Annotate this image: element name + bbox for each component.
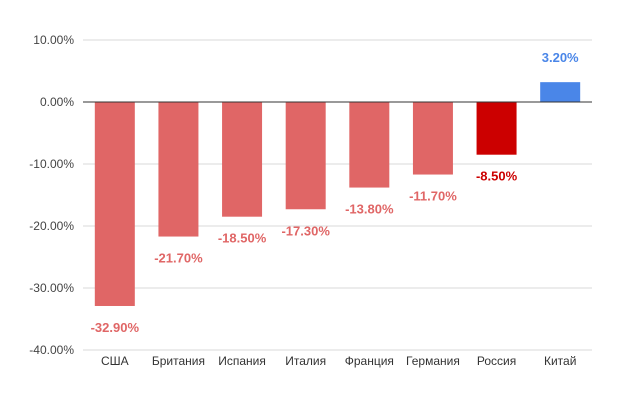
data-label: -17.30% [281, 223, 330, 238]
y-tick-label: -10.00% [29, 157, 74, 171]
bar [412, 102, 453, 175]
category-label: Россия [477, 354, 516, 368]
bar [222, 102, 263, 217]
category-label: Китай [544, 354, 576, 368]
bar [540, 82, 581, 102]
bars [94, 82, 581, 306]
data-labels: -32.90% -21.70% -18.50% -17.30% -13.80% -11.7… [91, 50, 579, 335]
bar [94, 102, 135, 306]
category-label: США [101, 354, 129, 368]
y-tick-label: -30.00% [29, 281, 74, 295]
data-label: 3.20% [542, 50, 579, 65]
data-label: -18.50% [218, 231, 267, 246]
data-label: -8.50% [476, 169, 518, 184]
bar [285, 102, 326, 210]
data-label: -11.70% [409, 189, 457, 204]
category-label: Франция [345, 354, 394, 368]
data-label: -21.70% [154, 251, 203, 266]
y-tick-label: -40.00% [29, 343, 74, 357]
x-axis-category-labels: США Британия Испания Италия Франция Германия Р… [101, 354, 576, 368]
category-label: Италия [285, 354, 326, 368]
category-label: Британия [152, 354, 205, 368]
bar [349, 102, 390, 188]
bar [476, 102, 517, 155]
bar [158, 102, 199, 237]
data-label: -32.90% [91, 320, 140, 335]
data-label: -13.80% [345, 202, 394, 217]
y-axis-tick-labels: 10.00% 0.00% -10.00% -20.00% -30.00% -40.00% [29, 33, 74, 357]
y-tick-label: 10.00% [33, 33, 74, 47]
category-label: Германия [406, 354, 460, 368]
category-label: Испания [218, 354, 266, 368]
y-tick-label: 0.00% [40, 95, 74, 109]
y-tick-label: -20.00% [29, 219, 74, 233]
